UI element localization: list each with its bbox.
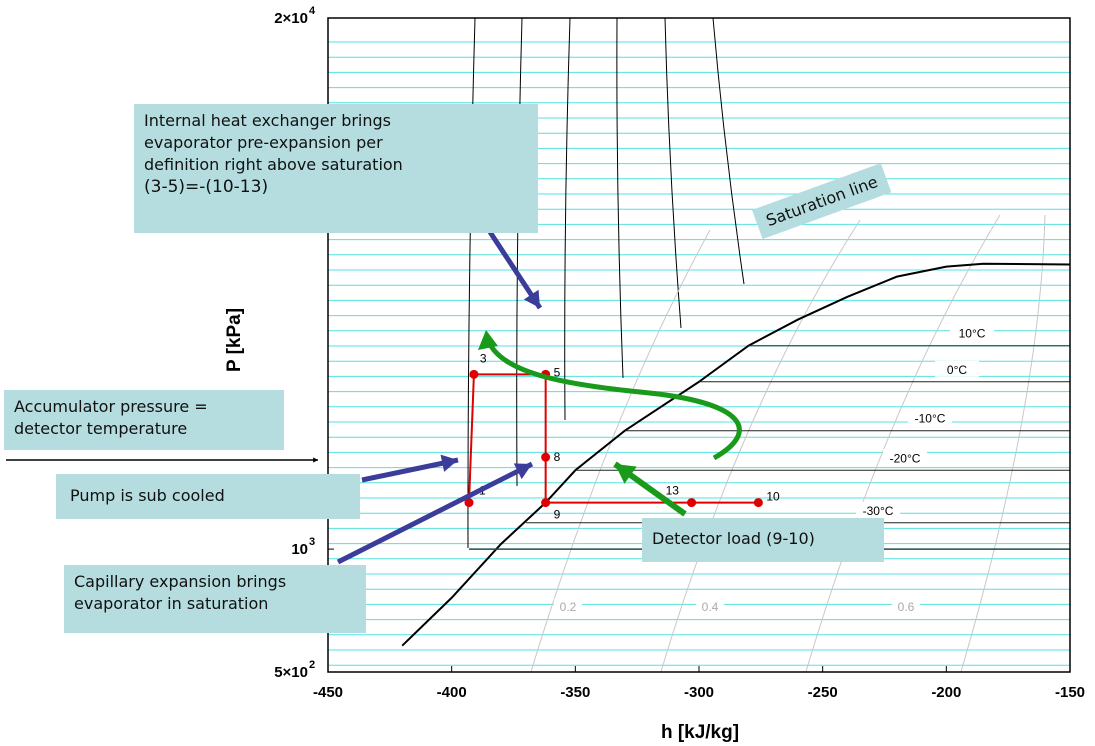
capillary-arrow xyxy=(336,461,534,565)
recuperation-arrow-head xyxy=(478,330,498,350)
pump-note-text: Pump is sub cooled xyxy=(70,486,225,505)
isotherm-label-bg xyxy=(950,324,994,341)
cycle-point-8 xyxy=(541,452,551,462)
saturation-line xyxy=(401,262,1070,647)
isotherm-label: 10°C xyxy=(959,327,986,341)
pump-arrow xyxy=(361,457,459,483)
property-lines: 10°C 0°C -10°C -20°C -30°C 0.2 0.4 0.6 xyxy=(401,18,1070,672)
x-tick-label: -400 xyxy=(437,684,467,701)
liquid-line xyxy=(516,18,523,487)
y-tick-exponent: 4 xyxy=(309,5,316,17)
ihx-note: Internal heat exchanger brings evaporato… xyxy=(134,104,538,233)
x-tick-label: -150 xyxy=(1055,684,1085,701)
quality-label-bg xyxy=(892,599,920,615)
accumulator-arrow-head xyxy=(313,457,318,463)
cycle-series: 135891310 xyxy=(464,351,780,522)
liquid-line xyxy=(467,18,476,549)
cycle-point-label: 13 xyxy=(666,484,680,498)
cycle-point-13 xyxy=(687,498,697,508)
quality-line xyxy=(660,219,861,672)
y-tick-exponent: 3 xyxy=(309,536,315,548)
quality-label-bg xyxy=(554,599,582,615)
quality-label: 0.2 xyxy=(560,600,577,614)
load-note-text: Detector load (9-10) xyxy=(652,529,815,548)
isotherm-label: -30°C xyxy=(863,504,894,518)
capillary-arrow-head xyxy=(513,463,532,480)
cycle-point-1 xyxy=(464,498,474,508)
pump-arrow-head xyxy=(440,454,458,472)
liquid-line xyxy=(564,18,571,421)
isotherm-label-bg xyxy=(856,501,900,518)
isotherm-label: -10°C xyxy=(915,412,946,426)
cycle-point-label: 3 xyxy=(480,351,487,365)
accumulator-note: Accumulator pressure = detector temperat… xyxy=(4,390,284,450)
isotherm-label-bg xyxy=(883,449,927,466)
cycle-point-10 xyxy=(753,498,763,508)
quality-line xyxy=(530,229,711,672)
load-note: Detector load (9-10) xyxy=(642,518,884,562)
cycle-point-label: 5 xyxy=(554,365,561,379)
quality-line xyxy=(805,214,1001,672)
cycle-point-label: 10 xyxy=(766,490,780,504)
ihx-note-text: Internal heat exchanger brings evaporato… xyxy=(144,111,403,174)
x-tick-label: -250 xyxy=(808,684,838,701)
isotherm-label-bg xyxy=(908,409,952,426)
liquid-line xyxy=(712,18,745,285)
isotherm-label-bg xyxy=(935,360,979,377)
recuperation-arrow xyxy=(485,338,742,461)
x-tick-label: -450 xyxy=(313,684,343,701)
cycle-point-9 xyxy=(541,498,551,508)
capillary-note-text: Capillary expansion brings evaporator in… xyxy=(74,572,287,613)
y-axis-title: P [kPa] xyxy=(224,308,245,372)
cycle-point-label: 8 xyxy=(554,450,561,464)
pump-note: Pump is sub cooled xyxy=(56,474,360,519)
x-tick-label: -200 xyxy=(931,684,961,701)
cycle-point-label: 9 xyxy=(554,508,561,522)
y-tick-label: 10 xyxy=(291,541,308,558)
quality-line xyxy=(960,214,1046,672)
x-axis-title: h [kJ/kg] xyxy=(661,722,739,743)
annotation-arrows xyxy=(6,230,742,565)
cycle-point-3 xyxy=(469,369,479,379)
accumulator-note-text: Accumulator pressure = detector temperat… xyxy=(14,397,208,438)
ihx-note-equation: (3-5)=-(10-13) xyxy=(144,177,269,197)
isotherm-label: -20°C xyxy=(890,451,921,465)
y-tick-label: 5×10 xyxy=(274,664,308,681)
liquid-line xyxy=(616,18,624,379)
liquid-line xyxy=(664,18,682,329)
capillary-note: Capillary expansion brings evaporator in… xyxy=(64,565,366,633)
quality-label: 0.6 xyxy=(898,600,915,614)
x-tick-label: -350 xyxy=(560,684,590,701)
quality-label: 0.4 xyxy=(702,600,719,614)
y-tick-label: 2×10 xyxy=(274,10,308,27)
load-arrow-head xyxy=(615,464,637,484)
y-tick-exponent: 2 xyxy=(309,659,315,671)
x-tick-label: -300 xyxy=(684,684,714,701)
isotherm-label: 0°C xyxy=(947,363,967,377)
quality-label-bg xyxy=(696,599,724,615)
ihx-arrow-head xyxy=(523,289,540,308)
